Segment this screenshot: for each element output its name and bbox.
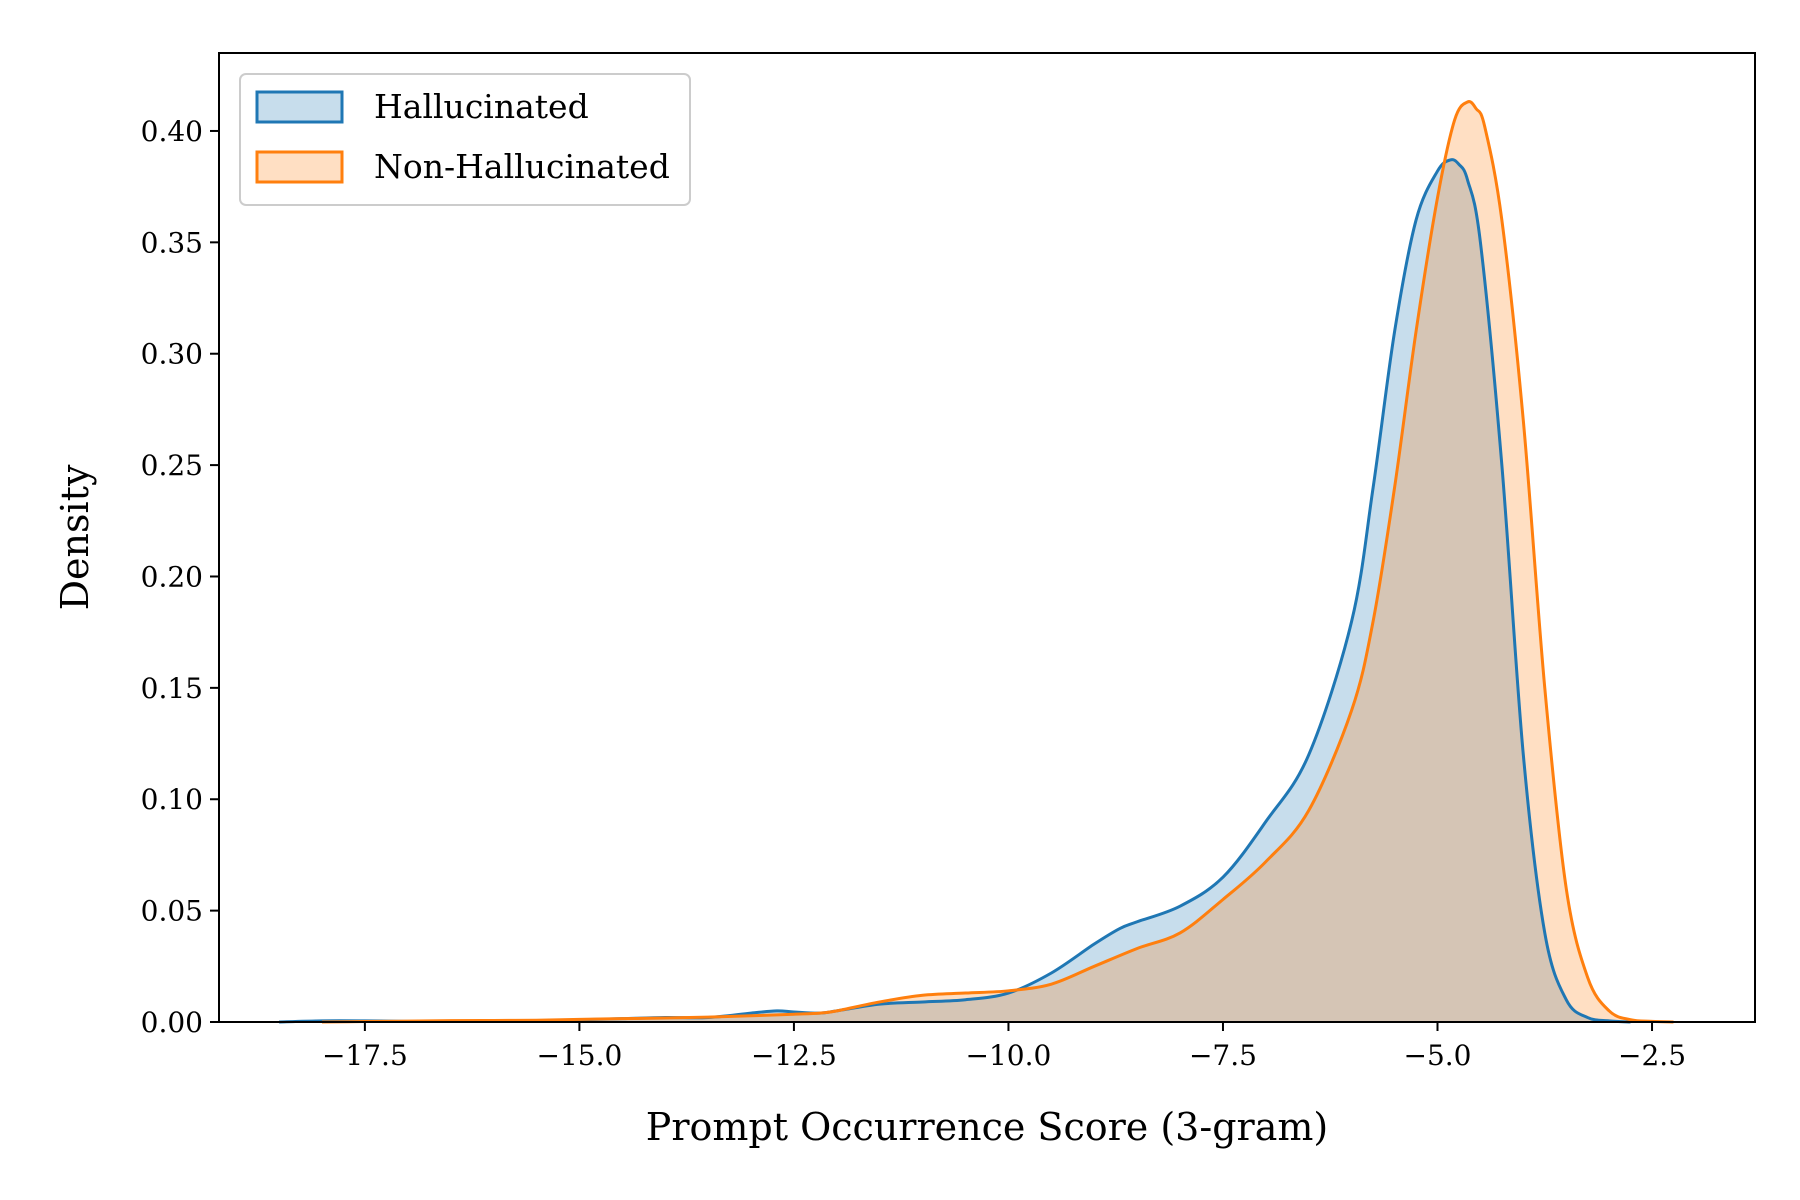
- y-tick-label: 0.25: [141, 449, 203, 482]
- legend-swatch-bg-non-hallucinated: [257, 152, 342, 182]
- y-tick-label: 0.20: [141, 560, 203, 593]
- plot-frame: [218, 52, 1756, 1023]
- density-area-hallucinated: [279, 159, 1631, 1022]
- density-fills: [279, 101, 1674, 1022]
- legend: Hallucinated Non-Hallucinated: [239, 73, 691, 206]
- x-tick-label: −12.5: [751, 1039, 837, 1072]
- density-line-non-hallucinated: [321, 100, 1674, 1024]
- y-tick-label: 0.05: [141, 895, 203, 928]
- legend-swatch-hallucinated: [255, 90, 344, 124]
- legend-swatch-bg-hallucinated: [257, 92, 342, 122]
- legend-swatch-non-hallucinated: [255, 150, 344, 184]
- legend-label-hallucinated: Hallucinated: [374, 87, 589, 126]
- y-tick-label: 0.30: [141, 338, 203, 371]
- y-tick-label: 0.15: [141, 672, 203, 705]
- x-tick-label: −7.5: [1189, 1039, 1257, 1072]
- legend-label-non-hallucinated: Non-Hallucinated: [374, 147, 670, 186]
- x-tick-label: −17.5: [322, 1039, 408, 1072]
- y-axis-ticks: 0.00 0.05 0.10 0.15 0.20 0.25 0.30 0.35 0.40: [141, 115, 219, 1039]
- y-tick-label: 0.35: [141, 226, 203, 259]
- x-tick-label: −2.5: [1618, 1039, 1686, 1072]
- y-tick-label: 0.00: [141, 1006, 203, 1039]
- y-tick-label: 0.10: [141, 783, 203, 816]
- y-tick-label: 0.40: [141, 115, 203, 148]
- x-tick-label: −5.0: [1404, 1039, 1472, 1072]
- x-tick-label: −15.0: [536, 1039, 622, 1072]
- legend-box: [239, 73, 691, 206]
- x-axis-label: Prompt Occurrence Score (3-gram): [646, 1105, 1328, 1149]
- density-lines: [279, 100, 1674, 1024]
- y-axis-label: Density: [53, 464, 97, 610]
- x-axis-ticks: −17.5 −15.0 −12.5 −10.0 −7.5 −5.0 −2.5: [322, 1022, 1686, 1072]
- density-area-non-hallucinated: [321, 101, 1674, 1022]
- x-tick-label: −10.0: [966, 1039, 1052, 1072]
